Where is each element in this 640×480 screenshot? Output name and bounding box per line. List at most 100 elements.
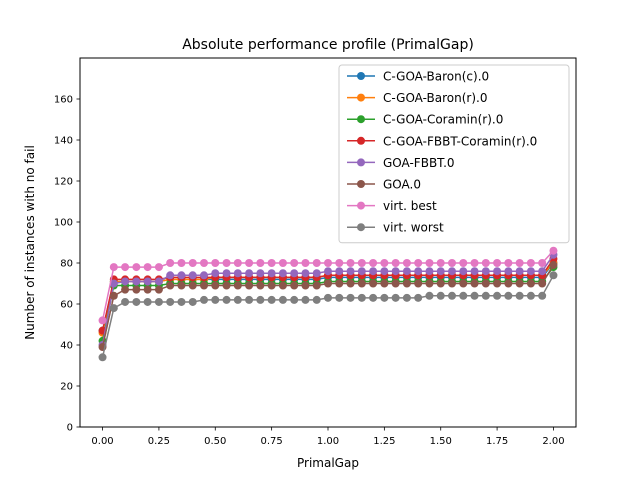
legend-entry: C-GOA-Coramin(r).0 — [347, 113, 503, 127]
legend-marker — [357, 115, 365, 124]
data-point — [256, 259, 265, 267]
data-point — [154, 297, 163, 306]
data-point — [346, 267, 355, 276]
data-point — [493, 291, 502, 300]
legend-box — [338, 64, 570, 244]
data-point — [245, 295, 254, 304]
data-point — [504, 267, 513, 276]
legend-label: C-GOA-Baron(c).0 — [383, 70, 489, 84]
data-point — [109, 304, 118, 313]
data-point — [470, 291, 479, 300]
data-point — [414, 293, 423, 302]
axis-ticks: 0.00 0.25 0.50 0.75 1.00 1.25 1.50 1.75 2.00 0 20 4… — [54, 95, 565, 448]
data-point — [448, 279, 456, 288]
data-point — [301, 259, 310, 267]
legend-label: C-GOA-FBBT-Coramin(r).0 — [383, 134, 537, 148]
data-point — [177, 259, 186, 267]
data-point — [256, 269, 265, 278]
data-point — [515, 291, 524, 300]
legend-label: C-GOA-Coramin(r).0 — [383, 113, 503, 127]
data-point — [425, 279, 434, 288]
data-point — [526, 291, 535, 300]
x-tick-label: 0.25 — [148, 436, 170, 447]
y-tick-label: 20 — [60, 382, 73, 393]
data-point — [98, 353, 107, 362]
legend-entry: GOA-FBBT.0 — [347, 156, 455, 170]
data-point — [200, 295, 208, 304]
chart-title: Absolute performance profile (PrimalGap) — [182, 37, 474, 53]
data-point — [132, 263, 141, 272]
data-point — [301, 281, 310, 290]
data-point — [233, 269, 242, 278]
legend-marker — [357, 180, 365, 188]
data-point — [504, 279, 513, 288]
data-point — [549, 261, 558, 270]
data-point — [335, 267, 344, 276]
data-point — [245, 281, 254, 290]
x-tick-label: 0.50 — [204, 436, 226, 447]
data-point — [481, 291, 490, 300]
data-point — [324, 293, 332, 302]
data-point — [245, 269, 254, 278]
data-point — [515, 267, 524, 276]
data-point — [538, 291, 547, 300]
data-point — [121, 263, 130, 272]
legend-entry: GOA.0 — [347, 178, 421, 192]
data-point — [369, 279, 378, 288]
data-point — [177, 271, 186, 280]
x-tick-label: 0.75 — [261, 436, 283, 447]
data-point — [109, 263, 118, 272]
data-point — [290, 281, 299, 290]
data-point — [278, 269, 287, 278]
series-5 — [98, 250, 558, 349]
data-point — [211, 259, 220, 267]
data-point — [312, 259, 321, 267]
data-point — [380, 259, 389, 267]
data-point — [515, 279, 524, 288]
data-point — [448, 259, 456, 267]
data-point — [188, 297, 197, 306]
data-point — [526, 279, 535, 288]
data-point — [436, 291, 445, 300]
data-point — [267, 269, 276, 278]
data-point — [515, 259, 524, 267]
data-point — [436, 279, 445, 288]
data-point — [459, 279, 468, 288]
y-tick-label: 140 — [54, 136, 73, 147]
legend: C-GOA-Baron(c).0 C-GOA-Baron(r).0 C-GOA-Co… — [338, 64, 570, 244]
legend-label: GOA.0 — [383, 178, 421, 192]
data-point — [402, 267, 411, 276]
y-tick-label: 40 — [60, 341, 73, 352]
data-point — [380, 293, 389, 302]
series-7 — [98, 246, 558, 325]
data-point — [211, 269, 220, 278]
data-point — [335, 279, 344, 288]
data-point — [143, 277, 152, 286]
data-point — [121, 297, 130, 306]
data-point — [346, 293, 355, 302]
data-point — [166, 259, 175, 267]
data-point — [414, 279, 423, 288]
legend-entry: C-GOA-Baron(c).0 — [347, 70, 489, 84]
data-point — [312, 281, 321, 290]
y-tick-label: 0 — [67, 423, 73, 434]
data-point — [335, 259, 344, 267]
series-8 — [98, 271, 558, 362]
data-point — [222, 269, 231, 278]
x-tick-label: 1.00 — [317, 436, 339, 447]
data-point — [200, 281, 208, 290]
legend-marker — [357, 93, 365, 102]
data-point — [233, 259, 242, 267]
data-point — [143, 297, 152, 306]
data-point — [200, 259, 208, 267]
data-point — [154, 285, 163, 294]
data-point — [369, 267, 378, 276]
data-point — [256, 281, 265, 290]
data-point — [493, 259, 502, 267]
data-point — [380, 267, 389, 276]
data-point — [391, 259, 400, 267]
data-point — [391, 267, 400, 276]
data-point — [369, 293, 378, 302]
data-point — [222, 259, 231, 267]
legend-entry: C-GOA-FBBT-Coramin(r).0 — [347, 134, 537, 148]
